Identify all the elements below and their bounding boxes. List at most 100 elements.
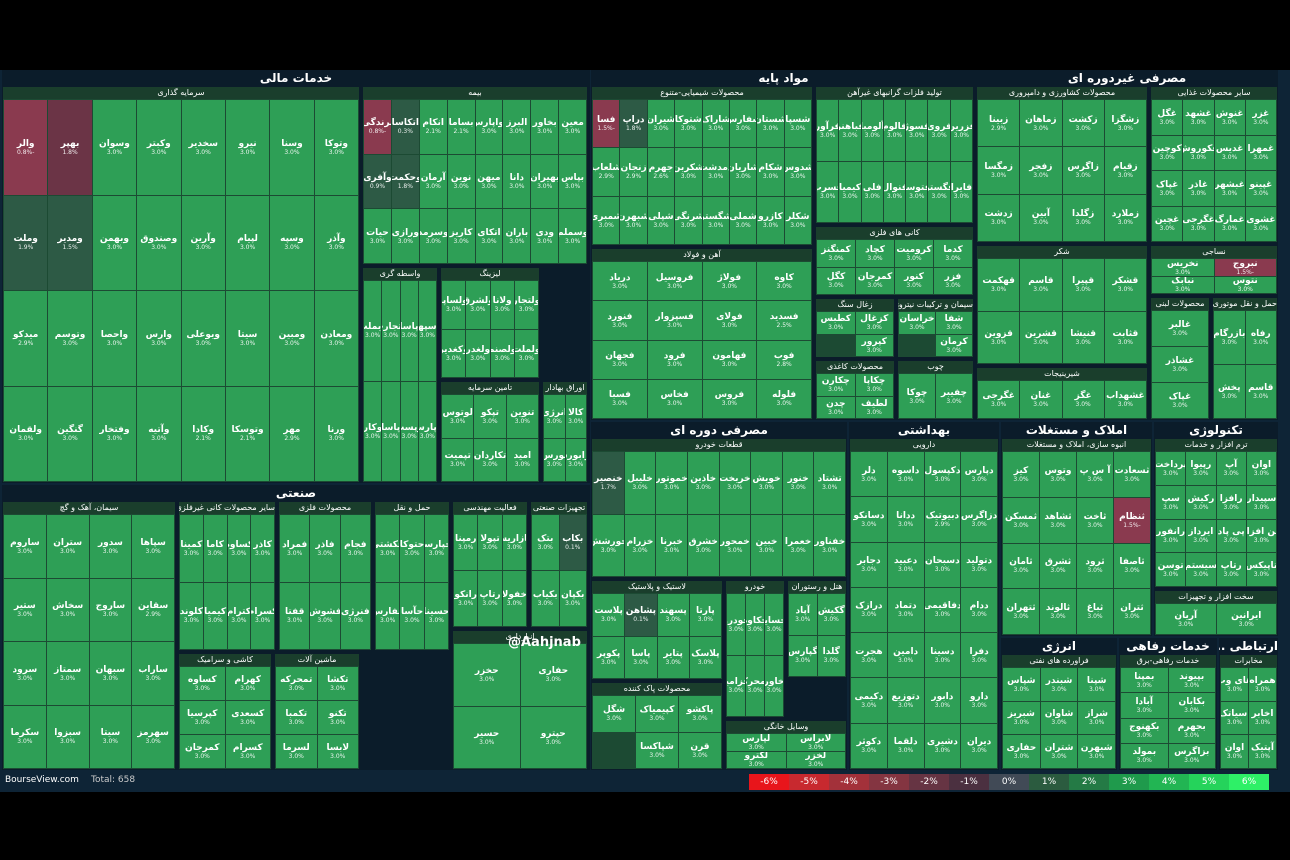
stock-tile[interactable]: پتایر 3.0% xyxy=(657,636,689,678)
stock-tile[interactable]: فسپزوار 3.0% xyxy=(647,301,702,340)
stock-tile[interactable]: امید 3.0% xyxy=(506,438,538,481)
stock-tile[interactable]: رپیوا 3.0% xyxy=(1186,452,1216,485)
stock-tile[interactable]: دامین 3.0% xyxy=(887,633,924,678)
stock-tile[interactable]: حآسا 3.0% xyxy=(400,582,424,649)
stock-tile[interactable]: فلوله 3.0% xyxy=(757,379,811,418)
stock-tile[interactable]: وارس 3.0% xyxy=(137,291,181,386)
stock-tile[interactable]: فولاژ 3.0% xyxy=(702,262,757,301)
stock-tile[interactable]: بهیران 3.0% xyxy=(531,154,559,209)
stock-tile[interactable]: دزاگرس 3.0% xyxy=(961,497,997,542)
stock-tile[interactable]: سپ 3.0% xyxy=(1156,485,1186,519)
stock-tile[interactable]: خزامیا3.0% xyxy=(727,655,745,716)
stock-tile[interactable]: غپینو 3.0% xyxy=(1245,171,1276,206)
stock-tile[interactable]: وتوکا 3.0% xyxy=(314,100,358,195)
stock-tile[interactable]: غمارگ 3.0% xyxy=(1214,206,1245,241)
stock-tile[interactable]: کنور 3.0% xyxy=(895,267,933,294)
stock-tile[interactable]: آواپارس3.0% xyxy=(475,100,503,154)
stock-tile[interactable]: دتماد 3.0% xyxy=(887,587,924,633)
stock-tile[interactable]: همراه 3.0% xyxy=(1249,668,1276,701)
stock-tile[interactable]: تکاردان 3.0% xyxy=(474,438,506,481)
stock-tile[interactable]: خفناور 3.0% xyxy=(814,514,845,576)
stock-tile[interactable]: ثشاهد 3.0% xyxy=(1040,497,1076,543)
stock-tile[interactable]: تپکو 3.0% xyxy=(474,395,506,438)
stock-tile[interactable]: وصندوق 3.0% xyxy=(137,195,181,290)
stock-tile[interactable]: خویش 3.0% xyxy=(751,452,782,514)
stock-tile[interactable]: کهرام 3.0% xyxy=(225,667,270,700)
stock-tile[interactable]: آپاد 3.0% xyxy=(789,594,817,635)
stock-tile[interactable]: بازرگام 3.0% xyxy=(1214,311,1245,364)
stock-tile[interactable]: دشیری 3.0% xyxy=(924,723,961,768)
stock-tile[interactable]: فنورد 3.0% xyxy=(593,301,647,340)
stock-tile[interactable]: کگل 3.0% xyxy=(817,267,855,294)
stock-tile[interactable]: بمولد 3.0% xyxy=(1121,743,1168,768)
stock-tile[interactable]: سدور 3.0% xyxy=(89,515,132,578)
stock-tile[interactable]: اتکای 3.0% xyxy=(475,209,503,263)
stock-tile[interactable]: شراز 3.0% xyxy=(1078,701,1115,735)
stock-tile[interactable]: کمرجان 3.0% xyxy=(856,267,894,294)
stock-tile[interactable]: زماهان 3.0% xyxy=(1020,100,1062,147)
stock-tile[interactable]: شپاکسا 3.0% xyxy=(636,732,678,768)
stock-tile[interactable]: کلوند 3.0% xyxy=(180,582,203,649)
stock-tile[interactable]: داسوه 3.0% xyxy=(887,452,924,497)
stock-tile[interactable]: آپتیک 3.0% xyxy=(1249,735,1276,768)
stock-tile[interactable]: کچاد 3.0% xyxy=(856,240,894,267)
stock-tile[interactable]: فسرب3.0% xyxy=(817,161,839,222)
stock-tile[interactable]: شگستر3.0% xyxy=(702,196,729,244)
stock-tile[interactable]: قفتا 3.0% xyxy=(280,582,310,649)
stock-tile[interactable]: کاما 3.0% xyxy=(203,515,227,582)
stock-tile[interactable]: فاذر 3.0% xyxy=(310,515,340,582)
stock-tile[interactable]: فولای 3.0% xyxy=(702,301,757,340)
stock-tile[interactable]: وفتخار 3.0% xyxy=(92,386,137,481)
stock-tile[interactable]: حپترو 3.0% xyxy=(520,706,586,768)
stock-tile[interactable]: رتاپ 3.0% xyxy=(478,571,502,626)
stock-tile[interactable]: ساراب 3.0% xyxy=(132,642,174,705)
stock-tile[interactable]: اتکاسا 0.3% xyxy=(391,100,419,154)
stock-tile[interactable]: سمتاز 3.0% xyxy=(46,642,89,705)
stock-tile[interactable]: فروی3.0% xyxy=(928,100,950,161)
stock-tile[interactable]: فلی 3.0% xyxy=(861,161,883,222)
stock-tile[interactable]: نبابک 3.0% xyxy=(1152,276,1214,293)
stock-tile[interactable]: کیز 3.0% xyxy=(1003,452,1039,497)
stock-tile[interactable]: دفرا 3.0% xyxy=(961,633,997,678)
stock-tile[interactable]: های وب3.0% xyxy=(1221,668,1248,701)
stock-tile[interactable]: غزر 3.0% xyxy=(1245,100,1276,135)
stock-tile[interactable]: ولصنم3.0% xyxy=(490,329,514,377)
stock-tile[interactable]: کمرجان 3.0% xyxy=(180,735,225,768)
stock-tile[interactable]: پلاسک 3.0% xyxy=(689,636,721,678)
stock-tile[interactable]: فزر 3.0% xyxy=(934,267,972,294)
stock-tile[interactable]: رکیش 3.0% xyxy=(1186,485,1216,519)
stock-tile[interactable]: حکشتی3.0% xyxy=(376,515,400,582)
stock-tile[interactable]: دتوزیع 3.0% xyxy=(887,678,924,723)
stock-tile[interactable]: وتوسم 3.0% xyxy=(48,291,92,386)
stock-tile[interactable]: خزرام 3.0% xyxy=(624,514,656,576)
stock-tile[interactable]: خفولا 3.0% xyxy=(502,571,526,626)
stock-tile[interactable]: بساما 2.1% xyxy=(447,100,475,154)
stock-tile[interactable]: ساروج 3.0% xyxy=(89,578,132,641)
stock-tile[interactable]: شتوکا 3.0% xyxy=(675,100,702,148)
stock-tile[interactable]: فمراد 3.0% xyxy=(280,515,310,582)
stock-tile[interactable]: بتک 3.0% xyxy=(532,515,559,570)
stock-tile[interactable]: شگل 3.0% xyxy=(593,696,635,732)
stock-tile[interactable]: فجهان 3.0% xyxy=(593,340,647,379)
brand-label[interactable]: BourseView.com xyxy=(5,775,79,785)
stock-tile[interactable]: کپرسیا 3.0% xyxy=(180,701,225,734)
stock-tile[interactable]: سهرمز 3.0% xyxy=(132,705,174,768)
stock-tile[interactable]: ومبین 3.0% xyxy=(270,291,314,386)
stock-tile[interactable]: خبرنا 3.0% xyxy=(656,514,687,576)
stock-tile[interactable]: خمحرکه3.0% xyxy=(746,655,764,716)
stock-tile[interactable]: فن افزار3.0% xyxy=(1246,519,1276,553)
stock-tile[interactable]: سیتا 3.0% xyxy=(89,705,132,768)
stock-tile[interactable]: زفجر 3.0% xyxy=(1020,147,1062,194)
stock-tile[interactable]: ودی 3.0% xyxy=(531,209,559,263)
stock-tile[interactable]: آپ 3.0% xyxy=(1216,452,1246,485)
stock-tile[interactable]: فرود 3.0% xyxy=(647,340,702,379)
stock-tile[interactable]: ثسعادت 3.0% xyxy=(1114,452,1150,497)
stock-tile[interactable]: وبهمن 3.0% xyxy=(92,195,137,290)
stock-tile[interactable]: وکبتر 3.0% xyxy=(137,100,181,195)
stock-tile[interactable]: فروس 3.0% xyxy=(702,379,757,418)
stock-tile[interactable]: فزرین3.0% xyxy=(950,100,972,161)
stock-tile[interactable]: ثاصفا 3.0% xyxy=(1114,543,1150,589)
stock-tile[interactable]: غشهد 3.0% xyxy=(1183,100,1214,135)
